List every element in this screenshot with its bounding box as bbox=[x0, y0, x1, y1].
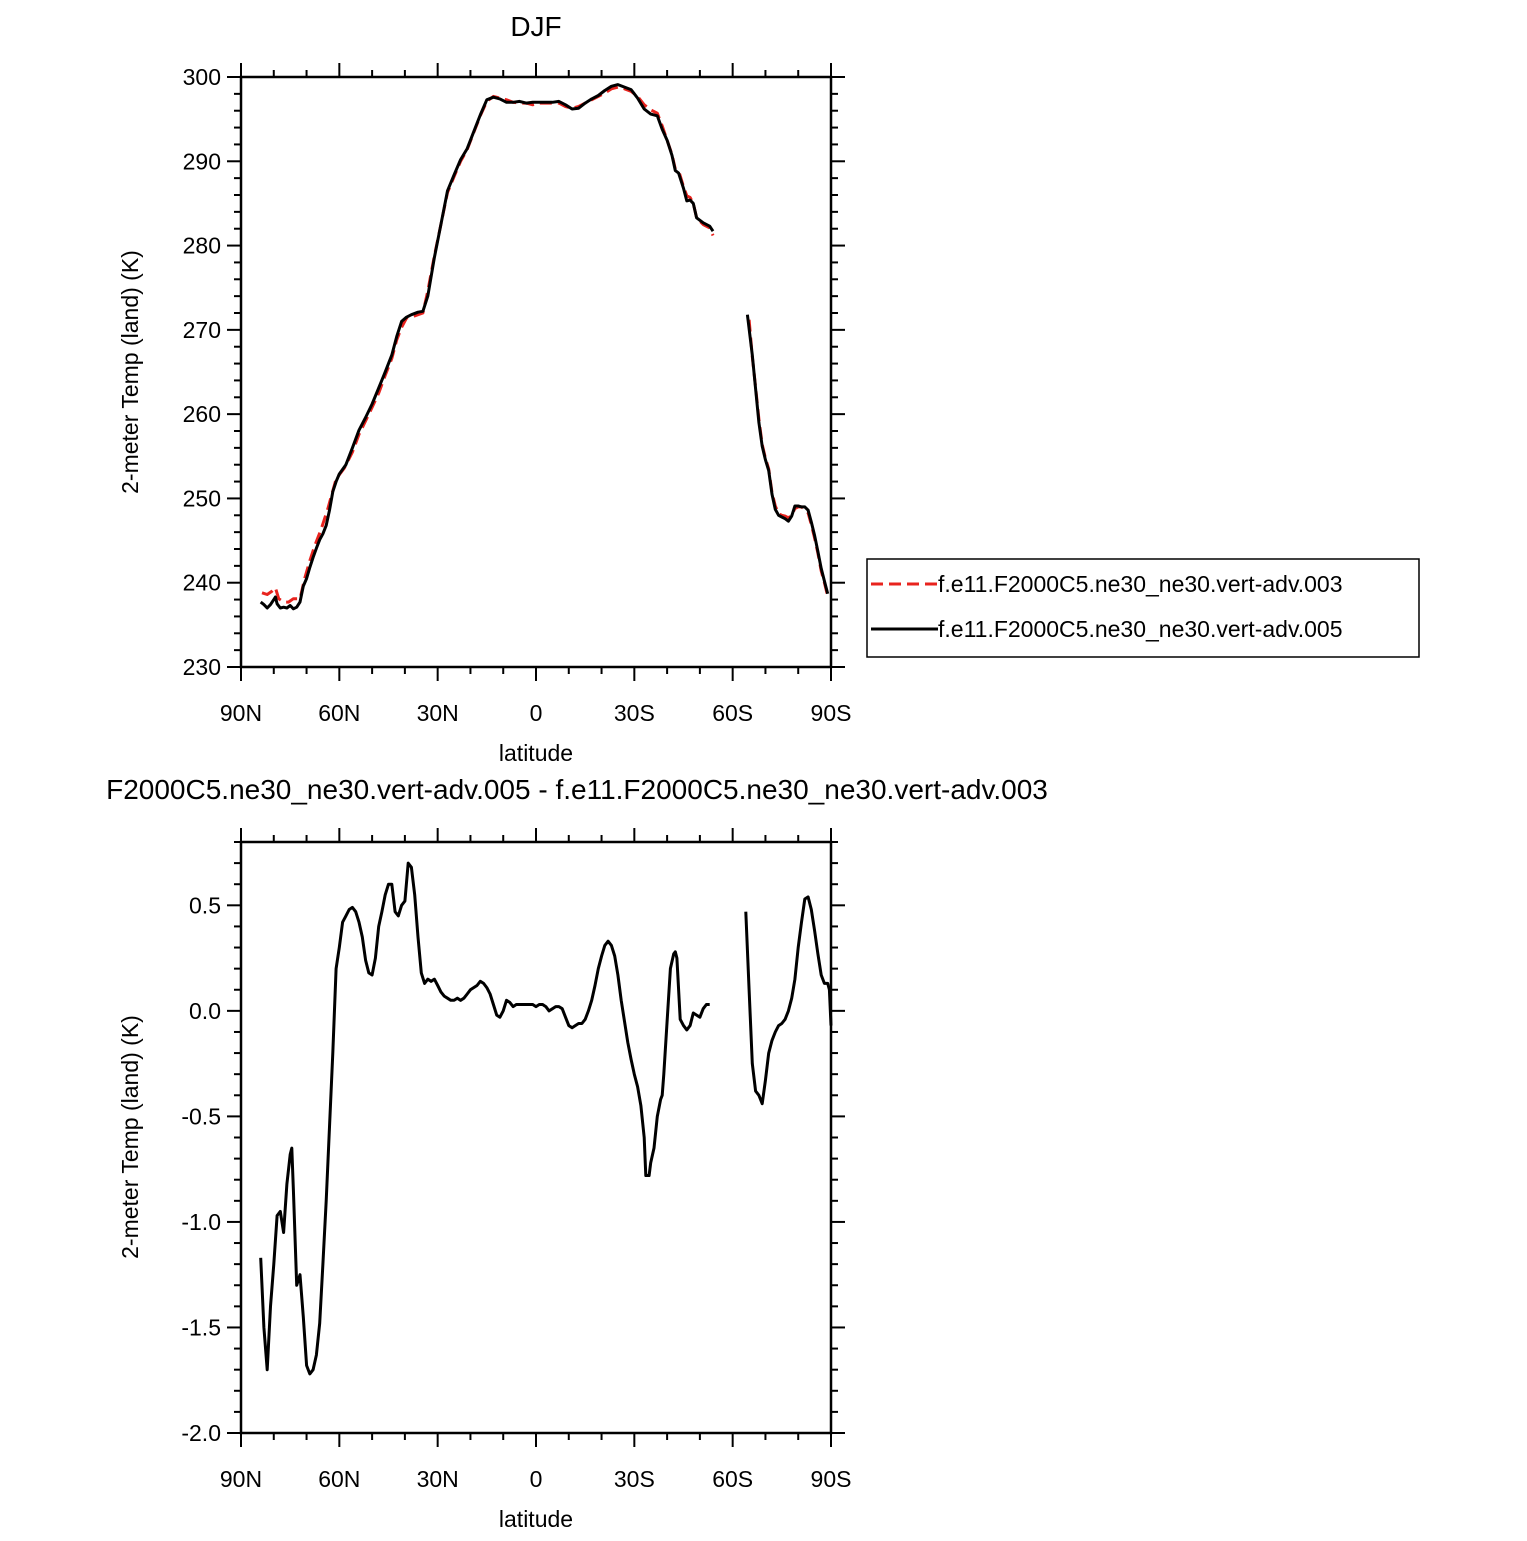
y-tick-label: -0.5 bbox=[181, 1103, 221, 1129]
x-tick-label: 90N bbox=[220, 1466, 262, 1492]
y-tick-label: 290 bbox=[183, 148, 221, 174]
x-tick-label: 90S bbox=[811, 1466, 852, 1492]
x-tick-label: 90S bbox=[811, 700, 852, 726]
x-tick-label: 60N bbox=[318, 1466, 360, 1492]
y-axis-ticks: 0.5 0.0 -0.5 -1.0 -1.5 -2.0 bbox=[181, 841, 845, 1446]
series-line-0-segment-1 bbox=[744, 895, 833, 1106]
series-line-1-segment-1 bbox=[745, 314, 830, 595]
y-tick-label: 0.0 bbox=[189, 998, 221, 1024]
panel-title: F2000C5.ne30_ne30.vert-adv.005 - f.e11.F… bbox=[106, 774, 1048, 805]
legend-label-003: f.e11.F2000C5.ne30_ne30.vert-adv.003 bbox=[938, 571, 1343, 597]
x-tick-label: 30S bbox=[614, 1466, 655, 1492]
y-tick-label: -1.5 bbox=[181, 1314, 221, 1340]
y-tick-label: 240 bbox=[183, 570, 221, 596]
x-tick-label: 0 bbox=[530, 1466, 543, 1492]
x-tick-label: 30S bbox=[614, 700, 655, 726]
panel-title: DJF bbox=[510, 11, 561, 42]
x-tick-label: 90N bbox=[220, 700, 262, 726]
legend: f.e11.F2000C5.ne30_ne30.vert-adv.003 f.e… bbox=[866, 558, 1420, 658]
difference-line bbox=[259, 861, 833, 1376]
temperature-panel: DJF 230 240 250 260 270 280 290 300 90N 60N 30N 0 3… bbox=[117, 11, 1420, 766]
y-tick-label: -2.0 bbox=[181, 1420, 221, 1446]
x-tick-label: 60S bbox=[712, 700, 753, 726]
x-tick-label: 30N bbox=[417, 700, 459, 726]
y-axis-label: 2-meter Temp (land) (K) bbox=[117, 250, 143, 494]
y-tick-label: 0.5 bbox=[189, 892, 221, 918]
difference-panel: F2000C5.ne30_ne30.vert-adv.005 - f.e11.F… bbox=[106, 774, 1048, 1532]
series-line-0-segment-0 bbox=[261, 85, 715, 604]
x-tick-label: 30N bbox=[417, 1466, 459, 1492]
x-tick-label: 60N bbox=[318, 700, 360, 726]
x-tick-label: 0 bbox=[530, 700, 543, 726]
y-tick-label: -1.0 bbox=[181, 1209, 221, 1235]
y-tick-label: 260 bbox=[183, 401, 221, 427]
x-tick-label: 60S bbox=[712, 1466, 753, 1492]
series-line-1-segment-0 bbox=[259, 83, 715, 611]
y-axis-label: 2-meter Temp (land) (K) bbox=[117, 1015, 143, 1259]
legend-label-005: f.e11.F2000C5.ne30_ne30.vert-adv.005 bbox=[938, 616, 1343, 642]
y-axis-ticks: 230 240 250 260 270 280 290 300 bbox=[183, 64, 845, 680]
y-tick-label: 280 bbox=[183, 233, 221, 259]
y-tick-label: 250 bbox=[183, 485, 221, 511]
y-tick-label: 230 bbox=[183, 654, 221, 680]
temperature-lines bbox=[259, 83, 830, 611]
x-axis-ticks: 90N 60N 30N 0 30S 60S 90S bbox=[220, 63, 852, 726]
x-axis-label: latitude bbox=[499, 1506, 573, 1532]
y-tick-label: 300 bbox=[183, 64, 221, 90]
x-axis-ticks: 90N 60N 30N 0 30S 60S 90S bbox=[220, 828, 852, 1492]
series-line-0-segment-1 bbox=[747, 319, 830, 597]
y-tick-label: 270 bbox=[183, 317, 221, 343]
plot-frame bbox=[239, 75, 833, 669]
series-line-0-segment-0 bbox=[259, 861, 710, 1376]
x-axis-label: latitude bbox=[499, 740, 573, 766]
legend-box bbox=[866, 558, 1420, 658]
